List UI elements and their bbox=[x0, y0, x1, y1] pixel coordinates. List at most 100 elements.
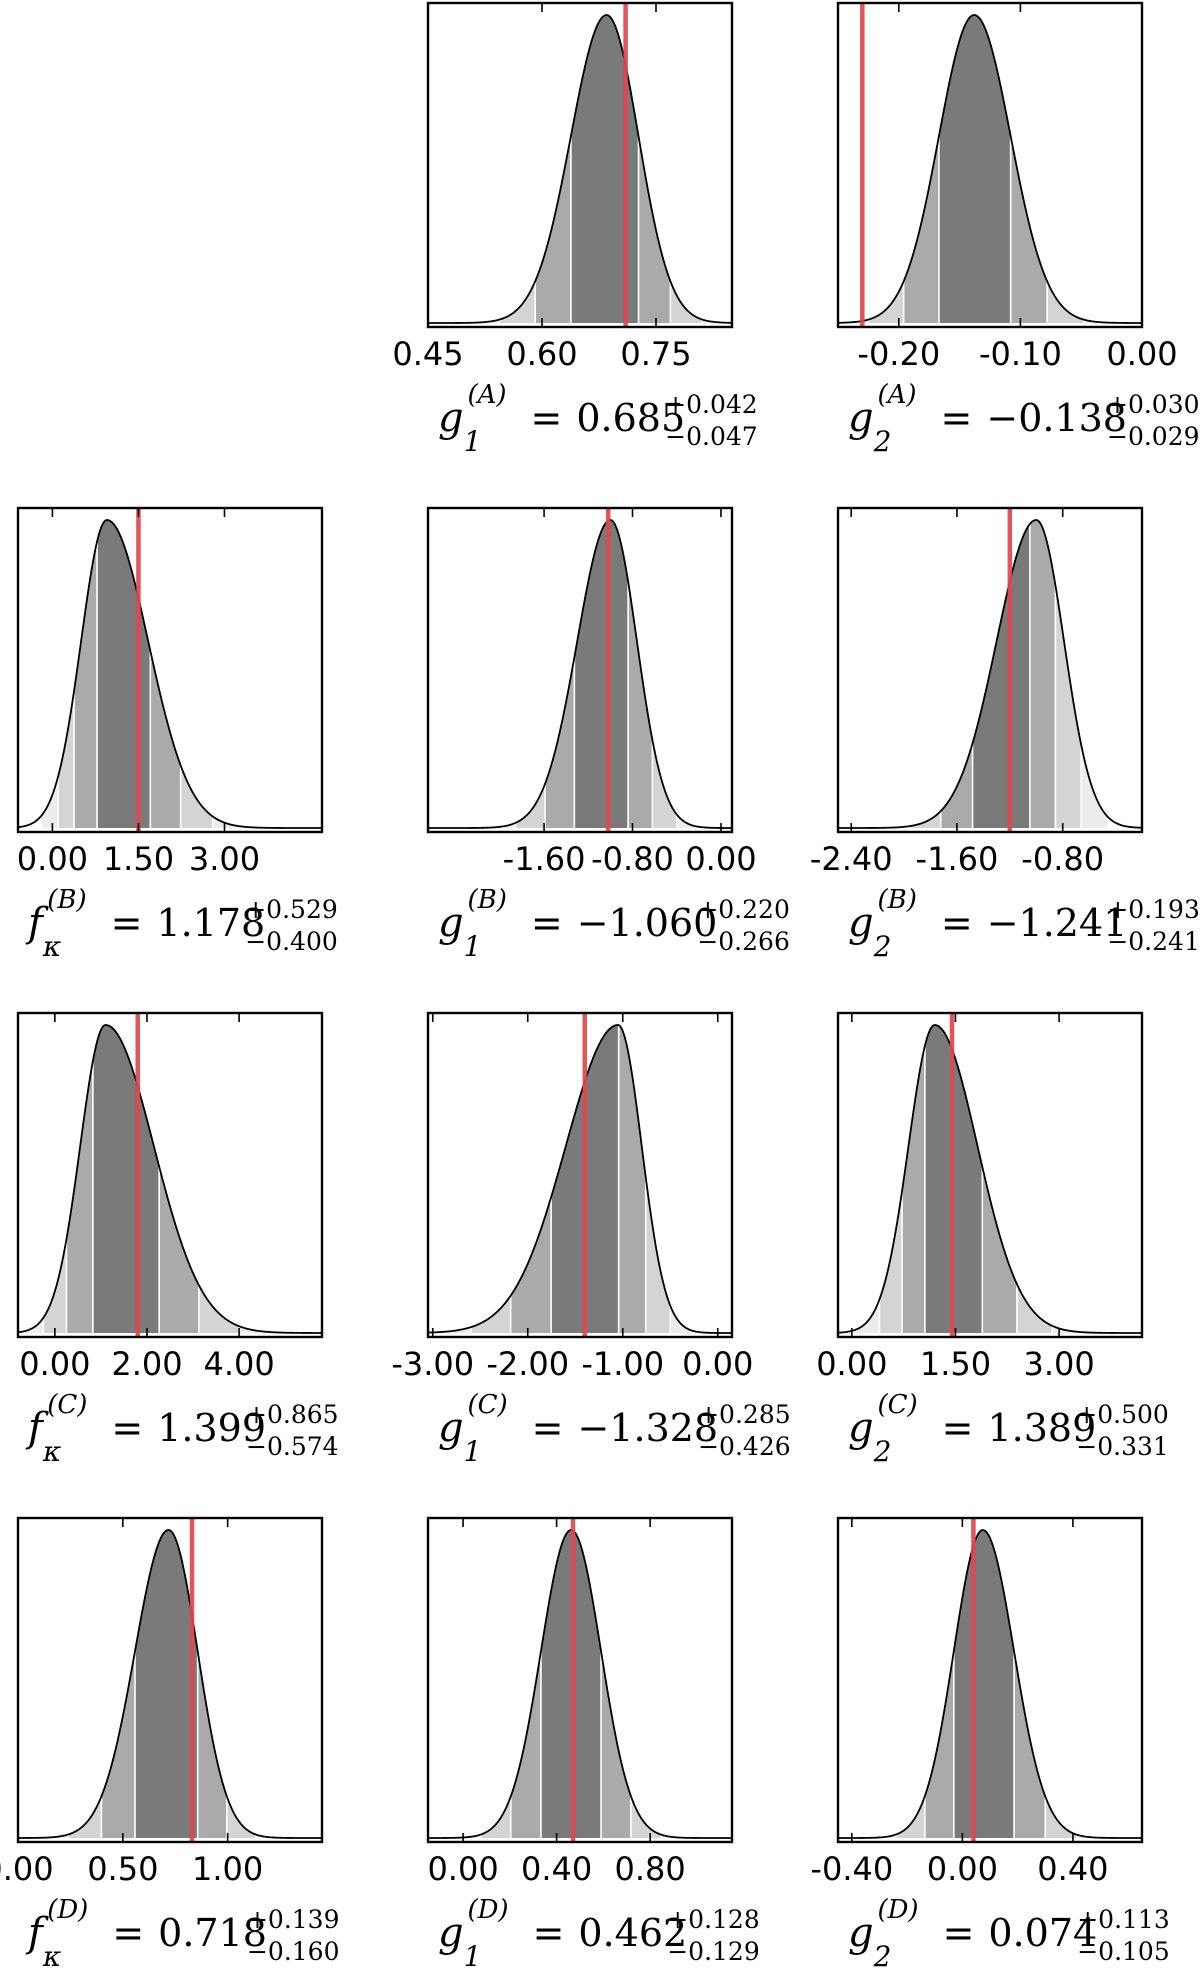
x-tick-label: -2.40 bbox=[810, 840, 893, 878]
estimate-minus: −0.129 bbox=[667, 1937, 760, 1966]
posterior-curve bbox=[428, 1529, 732, 1839]
estimate-plus: +0.529 bbox=[245, 895, 338, 924]
axes-frame bbox=[426, 1, 734, 329]
posterior-curve bbox=[18, 1024, 322, 1334]
posterior-curve bbox=[18, 1529, 322, 1839]
x-tick-label: 3.00 bbox=[1023, 1345, 1094, 1383]
panel-g2D: -0.40 0.00 0.40 g2(D)= 0.074+0.113 −0.105 bbox=[810, 1516, 1170, 1972]
band-2sigma-left bbox=[902, 1045, 925, 1333]
x-tick-label: -0.80 bbox=[591, 840, 674, 878]
band-1sigma bbox=[570, 15, 639, 324]
band-3sigma-left bbox=[895, 1796, 925, 1838]
band-tail-right bbox=[1081, 744, 1107, 828]
estimate-minus: −0.047 bbox=[665, 422, 758, 451]
estimate-plus: +0.500 bbox=[1076, 1400, 1169, 1429]
band-3sigma-right bbox=[670, 281, 703, 323]
estimate-caption: g2(C)= 1.389 bbox=[848, 1390, 1096, 1468]
posterior-curve bbox=[838, 1024, 1142, 1334]
band-1sigma bbox=[574, 520, 629, 828]
x-tick-label: 1.00 bbox=[192, 1850, 263, 1888]
band-3sigma-left bbox=[515, 784, 545, 828]
band-tail-left bbox=[485, 822, 516, 828]
x-tick-label: 0.45 bbox=[392, 335, 463, 373]
x-tick-label: 0.00 bbox=[1106, 335, 1177, 373]
x-tick-label: 0.40 bbox=[521, 1850, 592, 1888]
band-3sigma-right bbox=[226, 1796, 256, 1838]
x-tick-label: -0.10 bbox=[979, 335, 1062, 373]
x-tick-label: 0.80 bbox=[615, 1850, 686, 1888]
x-tick-label: 0.00 bbox=[682, 1345, 753, 1383]
band-tail-right bbox=[670, 1305, 695, 1333]
panel-g1A: 0.45 0.60 0.75 g1(A)= 0.685+0.042 −0.047 bbox=[392, 1, 758, 458]
band-3sigma-right bbox=[198, 1285, 240, 1333]
x-tick-label: 0.50 bbox=[87, 1850, 158, 1888]
posterior-curve bbox=[18, 519, 322, 829]
estimate-minus: −0.400 bbox=[245, 927, 338, 956]
band-1sigma bbox=[972, 523, 1030, 828]
posterior-curve bbox=[838, 1529, 1142, 1839]
axes-frame bbox=[836, 1, 1144, 329]
band-tail-right bbox=[239, 1326, 280, 1333]
band-1sigma bbox=[97, 520, 151, 828]
x-tick-label: 2.00 bbox=[111, 1345, 182, 1383]
estimate-minus: −0.241 bbox=[1107, 927, 1200, 956]
band-1sigma bbox=[92, 1025, 160, 1333]
estimate-plus: +0.139 bbox=[247, 1905, 340, 1934]
x-tick-label: -3.00 bbox=[391, 1345, 474, 1383]
band-2sigma-right bbox=[150, 650, 181, 828]
axes-frame bbox=[426, 1011, 734, 1339]
estimate-minus: −0.574 bbox=[246, 1432, 339, 1461]
band-tail-right bbox=[213, 816, 246, 828]
panel-g1D: 0.00 0.40 0.80 g1(D)= 0.462+0.128 −0.129 bbox=[426, 1516, 760, 1972]
estimate-caption: g2(A)= −0.138 bbox=[848, 380, 1127, 458]
estimate-plus: +0.030 bbox=[1107, 390, 1200, 419]
estimate-plus: +0.113 bbox=[1077, 1905, 1170, 1934]
panel-g1C: -3.00 -2.00 -1.00 0.00 g1(C)= −1.328+0.285 −0.… bbox=[391, 1011, 791, 1468]
band-3sigma-right bbox=[180, 765, 214, 828]
x-tick-label: -1.00 bbox=[581, 1345, 664, 1383]
axes-frame bbox=[426, 1516, 734, 1844]
band-tail-left bbox=[20, 1317, 44, 1333]
band-2sigma-right bbox=[628, 581, 653, 828]
x-tick-label: 4.00 bbox=[203, 1345, 274, 1383]
band-2sigma-left bbox=[66, 1061, 93, 1333]
band-tail-right bbox=[1052, 1325, 1088, 1333]
estimate-caption: g1(C)= −1.328 bbox=[438, 1390, 718, 1468]
band-3sigma-left bbox=[58, 690, 75, 828]
estimate-minus: −0.331 bbox=[1076, 1432, 1169, 1461]
estimate-minus: −0.426 bbox=[698, 1432, 791, 1461]
estimate-caption: fκ(C)= 1.399 bbox=[25, 1390, 266, 1468]
estimate-caption: g1(A)= 0.685 bbox=[438, 380, 685, 458]
band-3sigma-left bbox=[470, 1295, 511, 1333]
band-3sigma-right bbox=[1045, 1796, 1077, 1838]
x-tick-label: 1.50 bbox=[920, 1345, 991, 1383]
x-tick-label: 1.50 bbox=[103, 840, 174, 878]
band-2sigma-left bbox=[940, 743, 973, 828]
band-tail-left bbox=[856, 1299, 880, 1333]
estimate-minus: −0.160 bbox=[247, 1937, 340, 1966]
x-tick-label: 0.00 bbox=[685, 840, 756, 878]
estimate-caption: fκ(B)= 1.178 bbox=[25, 885, 265, 963]
x-tick-label: -1.60 bbox=[916, 840, 999, 878]
band-2sigma-right bbox=[982, 1166, 1017, 1333]
posterior-curve bbox=[838, 14, 1142, 324]
band-3sigma-right bbox=[1047, 281, 1084, 323]
band-3sigma-left bbox=[480, 1796, 511, 1838]
estimate-plus: +0.865 bbox=[246, 1400, 339, 1429]
panel-fkC: 0.00 2.00 4.00 fκ(C)= 1.399+0.865 −0.574 bbox=[16, 1011, 339, 1468]
panel-g1B: -1.60 -0.80 0.00 g1(B)= −1.060+0.220 −0.266 bbox=[426, 506, 790, 963]
estimate-minus: −0.105 bbox=[1077, 1937, 1170, 1966]
panel-g2B: -2.40 -1.60 -0.80 g2(B)= −1.241+0.193 −0.241 bbox=[810, 506, 1200, 963]
axes-frame bbox=[16, 506, 324, 834]
axes-frame bbox=[16, 1516, 324, 1844]
estimate-plus: +0.128 bbox=[667, 1905, 760, 1934]
x-tick-label: -0.40 bbox=[810, 1850, 893, 1888]
posterior-curve bbox=[428, 519, 732, 829]
estimate-plus: +0.285 bbox=[698, 1400, 791, 1429]
band-2sigma-right bbox=[1029, 520, 1056, 828]
axes-frame bbox=[16, 1011, 324, 1339]
band-3sigma-right bbox=[652, 740, 677, 828]
band-2sigma-left bbox=[74, 541, 98, 828]
x-tick-label: 0.75 bbox=[620, 335, 691, 373]
estimate-plus: +0.193 bbox=[1107, 895, 1200, 924]
